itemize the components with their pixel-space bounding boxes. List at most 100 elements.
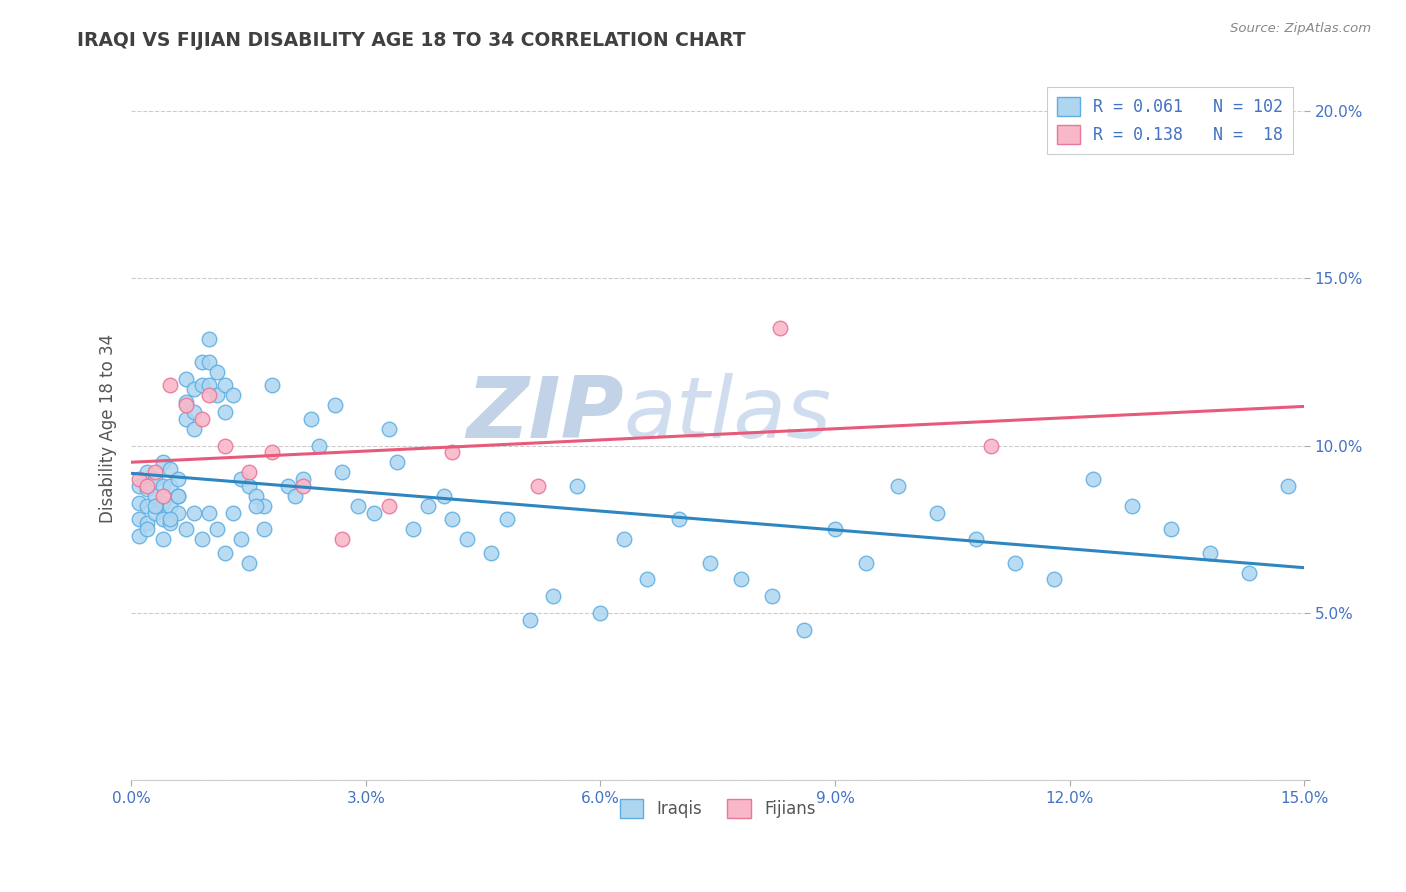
Point xyxy=(198,331,221,345)
Point xyxy=(143,506,166,520)
Point xyxy=(402,522,425,536)
Text: atlas: atlas xyxy=(624,374,832,457)
Point xyxy=(330,466,353,480)
Point xyxy=(167,472,190,486)
Point xyxy=(253,499,276,513)
Point xyxy=(174,522,197,536)
Point xyxy=(152,455,174,469)
Point xyxy=(214,439,236,453)
Point xyxy=(135,482,157,496)
Point xyxy=(159,479,181,493)
Point xyxy=(135,516,157,530)
Point xyxy=(565,479,588,493)
Point xyxy=(1309,512,1331,526)
Point xyxy=(292,479,315,493)
Point xyxy=(1004,556,1026,570)
Point xyxy=(418,499,440,513)
Point xyxy=(980,439,1002,453)
Point xyxy=(378,499,401,513)
Legend: Iraqis, Fijians: Iraqis, Fijians xyxy=(613,792,823,825)
Point xyxy=(636,573,658,587)
Point xyxy=(183,422,205,436)
Point xyxy=(245,499,267,513)
Point xyxy=(128,512,150,526)
Point xyxy=(143,466,166,480)
Point xyxy=(1081,472,1104,486)
Point xyxy=(668,512,690,526)
Point xyxy=(855,556,877,570)
Point xyxy=(198,378,221,392)
Point xyxy=(167,489,190,503)
Point xyxy=(769,321,792,335)
Point xyxy=(207,522,229,536)
Point xyxy=(479,546,502,560)
Point xyxy=(229,533,252,547)
Point xyxy=(207,388,229,402)
Point xyxy=(1043,573,1066,587)
Point xyxy=(613,533,636,547)
Point xyxy=(128,495,150,509)
Point xyxy=(527,479,550,493)
Point xyxy=(222,388,245,402)
Point xyxy=(135,466,157,480)
Point xyxy=(1239,566,1261,580)
Point xyxy=(363,506,385,520)
Text: ZIP: ZIP xyxy=(467,374,624,457)
Point xyxy=(1160,522,1182,536)
Point xyxy=(152,512,174,526)
Point xyxy=(925,506,948,520)
Point xyxy=(238,479,260,493)
Point xyxy=(198,355,221,369)
Point xyxy=(330,533,353,547)
Point xyxy=(214,378,236,392)
Point xyxy=(761,589,783,603)
Point xyxy=(699,556,721,570)
Point xyxy=(323,399,346,413)
Point xyxy=(159,462,181,476)
Point xyxy=(128,529,150,543)
Point xyxy=(1199,546,1222,560)
Point xyxy=(207,365,229,379)
Point xyxy=(385,455,408,469)
Point xyxy=(214,546,236,560)
Point xyxy=(292,472,315,486)
Point xyxy=(308,439,330,453)
Point xyxy=(824,522,846,536)
Point xyxy=(519,613,541,627)
Point xyxy=(174,395,197,409)
Point xyxy=(135,479,157,493)
Point xyxy=(128,479,150,493)
Point xyxy=(190,355,212,369)
Point xyxy=(135,499,157,513)
Point xyxy=(378,422,401,436)
Point xyxy=(277,479,299,493)
Point xyxy=(159,512,181,526)
Point xyxy=(159,516,181,530)
Point xyxy=(253,522,276,536)
Point xyxy=(238,466,260,480)
Point xyxy=(222,506,245,520)
Point xyxy=(174,399,197,413)
Point xyxy=(793,623,815,637)
Point xyxy=(589,606,612,620)
Point xyxy=(167,489,190,503)
Point xyxy=(128,472,150,486)
Point xyxy=(183,405,205,419)
Point xyxy=(143,472,166,486)
Point xyxy=(214,405,236,419)
Point xyxy=(440,512,463,526)
Point xyxy=(143,499,166,513)
Point xyxy=(198,506,221,520)
Point xyxy=(1121,499,1143,513)
Point xyxy=(190,412,212,426)
Point xyxy=(143,489,166,503)
Text: IRAQI VS FIJIAN DISABILITY AGE 18 TO 34 CORRELATION CHART: IRAQI VS FIJIAN DISABILITY AGE 18 TO 34 … xyxy=(77,31,747,50)
Point xyxy=(174,372,197,386)
Point xyxy=(245,489,267,503)
Point xyxy=(190,533,212,547)
Point xyxy=(284,489,307,503)
Point xyxy=(152,533,174,547)
Point xyxy=(347,499,370,513)
Point xyxy=(965,533,987,547)
Point xyxy=(543,589,565,603)
